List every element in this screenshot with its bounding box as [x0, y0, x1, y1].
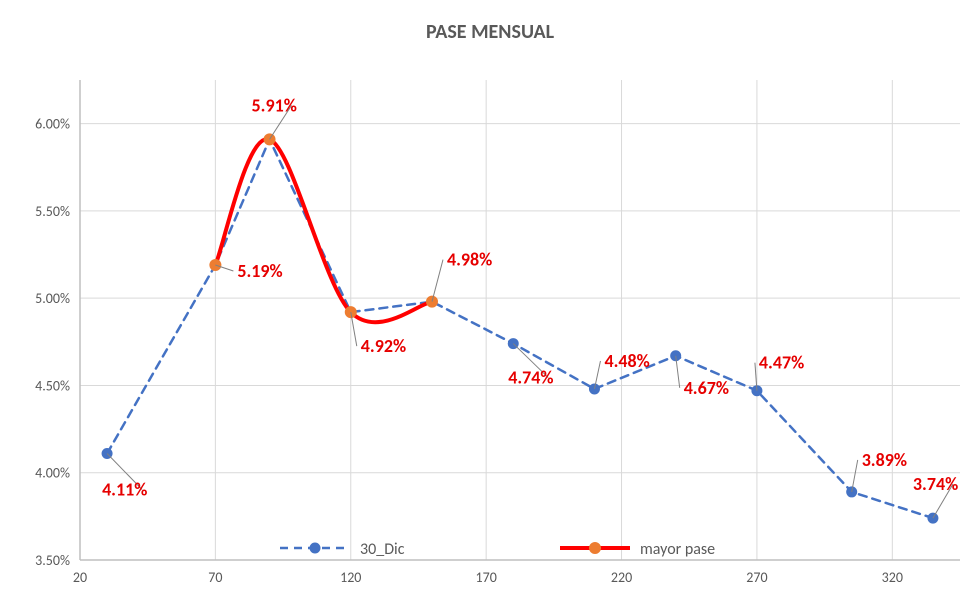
y-axis-tick-label: 3.50% [35, 552, 70, 569]
x-axis-tick-label: 170 [476, 569, 497, 586]
x-axis-tick-label: 120 [340, 569, 361, 586]
y-axis-tick-label: 6.00% [35, 116, 70, 133]
legend-label: 30_Dic [360, 540, 405, 559]
data-label: 4.98% [447, 249, 492, 271]
data-label: 5.91% [252, 94, 297, 116]
data-label: 4.92% [361, 335, 406, 357]
x-axis-tick-label: 320 [882, 569, 903, 586]
x-axis-tick-label: 20 [73, 569, 87, 586]
data-label: 4.48% [604, 350, 649, 372]
data-label: 4.11% [102, 479, 147, 501]
data-label: 4.67% [684, 377, 729, 399]
chart-svg: 3.50% 4.00% 4.50% 5.00% 5.50% 6.00% 20 70 120 170… [0, 0, 980, 616]
x-axis-tick-label: 270 [746, 569, 767, 586]
data-label: 4.47% [759, 352, 804, 374]
x-axis-tick-label: 70 [208, 569, 222, 586]
data-label: 5.19% [237, 260, 282, 282]
legend-swatch-marker [310, 543, 320, 553]
y-axis-tick-label: 4.00% [35, 465, 70, 482]
y-axis-tick-label: 5.50% [35, 203, 70, 220]
y-axis-tick-label: 4.50% [35, 377, 70, 394]
data-label: 3.74% [913, 473, 958, 495]
legend-label: mayor pase [640, 540, 715, 559]
data-label: 3.89% [862, 449, 907, 471]
chart-container: PASE MENSUAL 3.50%4.00%4.50%5.00%5.50%6.… [0, 0, 980, 616]
legend-swatch-marker [590, 543, 601, 554]
y-axis-tick-label: 5.00% [35, 290, 70, 307]
data-label: 4.74% [508, 367, 553, 389]
x-axis-tick-label: 220 [611, 569, 632, 586]
